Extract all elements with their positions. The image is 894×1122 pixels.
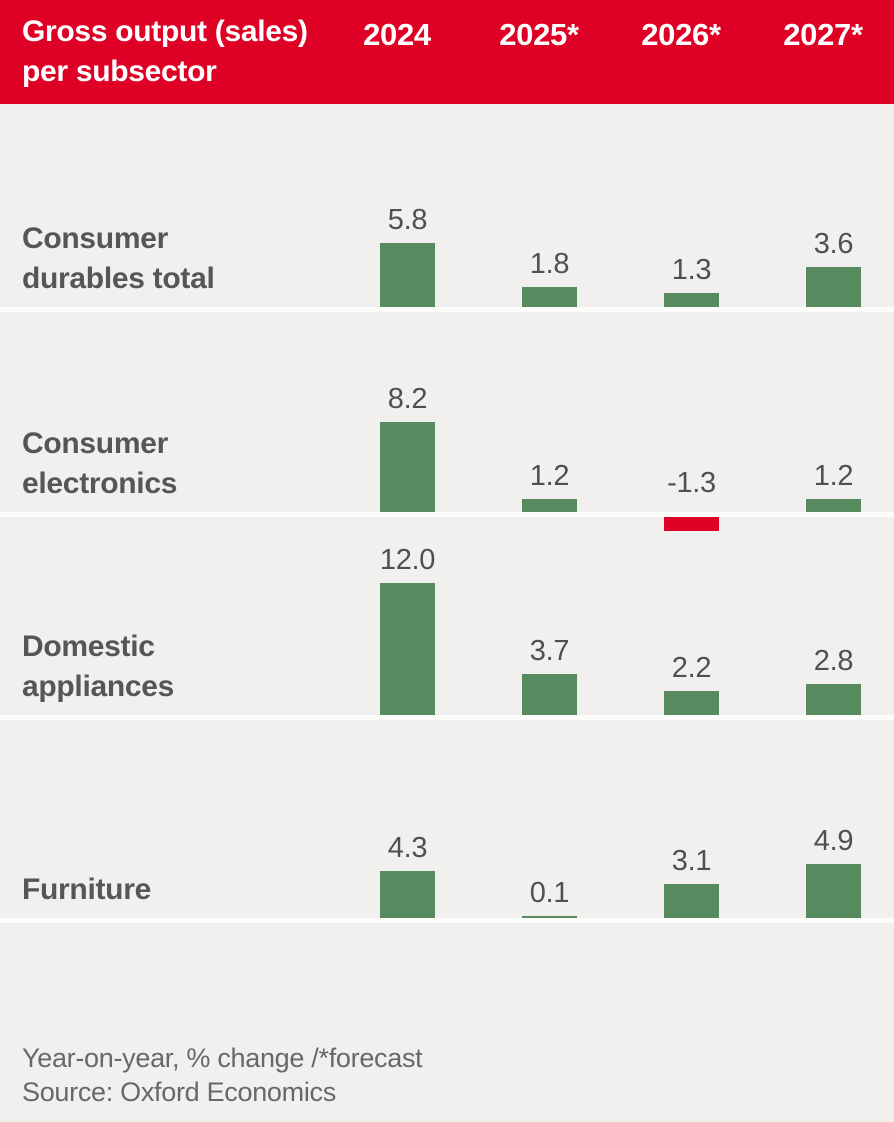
bar-value-label: 0.1	[529, 877, 570, 909]
row-label: Consumer electronics	[22, 424, 177, 504]
bar-value-label: 1.8	[529, 248, 570, 280]
bar-value-label: 2.8	[813, 645, 854, 677]
chart-title-line1: Gross output (sales)	[22, 15, 308, 48]
column-header-2026: 2026*	[641, 17, 721, 52]
row-label: Furniture	[22, 870, 151, 910]
row-label-line2: electronics	[22, 467, 178, 500]
chart-row-domestic-appliances: Domestic appliances 12.0 3.7 2.2 2.8	[0, 517, 894, 720]
chart-title: Gross output (sales) per subsector	[22, 12, 308, 92]
bar-value-label: 3.6	[813, 228, 854, 260]
column-header-2025: 2025*	[499, 17, 579, 52]
row-label-line1: Consumer	[22, 427, 168, 460]
chart-row-consumer-electronics: Consumer electronics 8.2 1.2 -1.3 1.2	[0, 312, 894, 531]
bar-value-label: 3.1	[671, 845, 712, 877]
bar-value-label: 1.3	[671, 254, 712, 286]
footnote-source: Source: Oxford Economics	[22, 1077, 336, 1107]
bar-value-label: 3.7	[529, 635, 570, 667]
bar	[806, 864, 861, 918]
chart-row-consumer-durables-total: Consumer durables total 5.8 1.8 1.3 3.6	[0, 104, 894, 312]
bar	[522, 916, 577, 918]
bar	[380, 871, 435, 918]
row-label-line1: Domestic	[22, 630, 155, 663]
negative-bar	[664, 517, 719, 531]
bar	[380, 243, 435, 307]
row-label-line1: Consumer	[22, 222, 168, 255]
bar	[380, 422, 435, 512]
chart-row-furniture: Furniture 4.3 0.1 3.1 4.9	[0, 720, 894, 923]
bar-value-label: 1.2	[529, 460, 570, 492]
column-header-2024: 2024	[363, 17, 431, 52]
bar-value-label: 4.9	[813, 825, 854, 857]
bar	[664, 691, 719, 715]
chart-header: Gross output (sales) per subsector 2024 …	[0, 0, 894, 104]
row-label: Consumer durables total	[22, 219, 215, 299]
chart-footnote: Year-on-year, % change /*forecast Source…	[22, 1041, 423, 1109]
bar-value-label: 5.8	[387, 204, 428, 236]
bar	[380, 583, 435, 715]
bar-value-label: 2.2	[671, 652, 712, 684]
bar	[664, 293, 719, 307]
bar	[806, 499, 861, 512]
footnote-note: Year-on-year, % change /*forecast	[22, 1043, 423, 1073]
bar-value-label: 1.2	[813, 460, 854, 492]
bar	[522, 674, 577, 715]
row-label-line2: appliances	[22, 670, 175, 703]
row-label-line2: durables total	[22, 262, 215, 295]
bar-value-label: 12.0	[379, 544, 436, 576]
bar-value-label: -1.3	[667, 467, 716, 499]
bar-value-label: 8.2	[387, 383, 428, 415]
bar	[806, 684, 861, 715]
chart-title-line2: per subsector	[22, 55, 217, 88]
column-header-2027: 2027*	[783, 17, 863, 52]
bar	[522, 287, 577, 307]
bar	[806, 267, 861, 307]
bar	[522, 499, 577, 512]
row-label: Domestic appliances	[22, 627, 174, 707]
bar	[664, 884, 719, 918]
row-label-line1: Furniture	[22, 873, 151, 906]
bar-value-label: 4.3	[387, 832, 428, 864]
